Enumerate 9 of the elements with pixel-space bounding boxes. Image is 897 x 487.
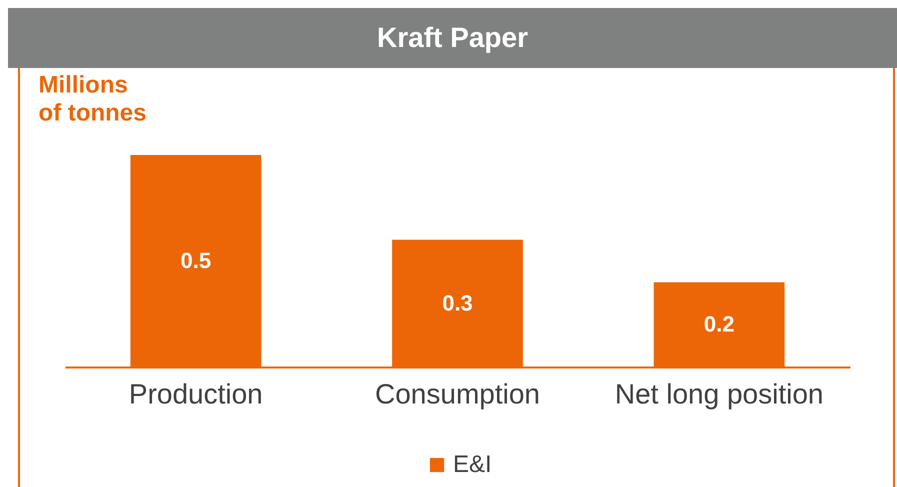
x-tick-label: Consumption xyxy=(375,378,540,410)
x-tick-label: Production xyxy=(128,378,263,410)
chart-title: Kraft Paper xyxy=(8,8,897,68)
data-label: 0.3 xyxy=(442,290,473,316)
x-tick-label: Net long position xyxy=(614,378,824,410)
data-label: 0.5 xyxy=(180,248,212,273)
y-axis-title: Millions of tonnes xyxy=(38,72,146,126)
data-label: 0.2 xyxy=(704,312,734,337)
legend-label: E&I xyxy=(453,451,492,478)
